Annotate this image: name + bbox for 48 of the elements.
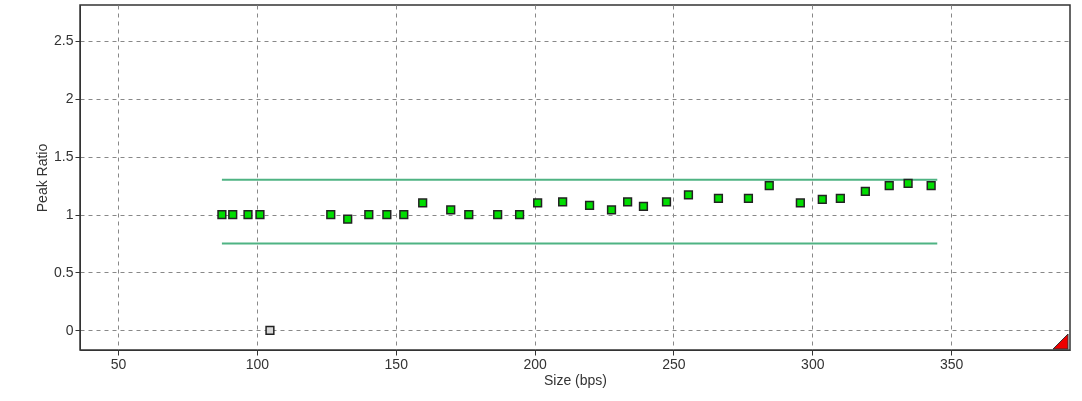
point (584, 200, 595, 210)
point (514, 209, 525, 220)
point (926, 180, 936, 191)
point (382, 209, 392, 220)
point (764, 180, 774, 191)
point (860, 186, 870, 197)
point (533, 198, 543, 208)
point (243, 209, 253, 220)
x-tick-label: 50 (110, 355, 127, 372)
y-tick-label: 0.5 (54, 263, 74, 280)
point (418, 198, 428, 208)
point (464, 209, 474, 220)
point (683, 190, 694, 200)
x-tick-label: 350 (939, 355, 964, 372)
point (835, 193, 845, 203)
point (493, 209, 503, 220)
point (817, 194, 827, 205)
point (661, 197, 672, 207)
point (326, 209, 336, 220)
point (795, 198, 805, 208)
point (558, 197, 568, 207)
point (638, 201, 649, 212)
x-tick-label: 100 (245, 355, 270, 372)
point (399, 209, 409, 220)
y-tick-label: 1.5 (54, 148, 74, 165)
x-tick-label: 300 (801, 355, 825, 372)
point (228, 209, 238, 220)
y-tick-label: 0 (65, 321, 74, 338)
point (903, 178, 913, 188)
y-tick-label: 2.5 (54, 32, 74, 49)
x-tick-label: 200 (523, 355, 547, 372)
point (606, 205, 617, 215)
y-axis-title: Peak Ratio (34, 143, 51, 213)
point (623, 197, 633, 207)
point (364, 209, 374, 220)
point (343, 214, 353, 224)
point (265, 325, 275, 335)
point (255, 209, 265, 220)
x-axis-title: Size (bps) (543, 371, 608, 388)
y-tick-label: 2 (65, 90, 74, 107)
x-tick-label: 150 (384, 355, 409, 372)
point (217, 209, 227, 220)
point (743, 193, 754, 203)
point (446, 205, 456, 215)
y-tick-label: 1 (65, 206, 74, 223)
point (713, 193, 724, 203)
x-tick-label: 250 (662, 355, 686, 372)
point (884, 180, 894, 191)
